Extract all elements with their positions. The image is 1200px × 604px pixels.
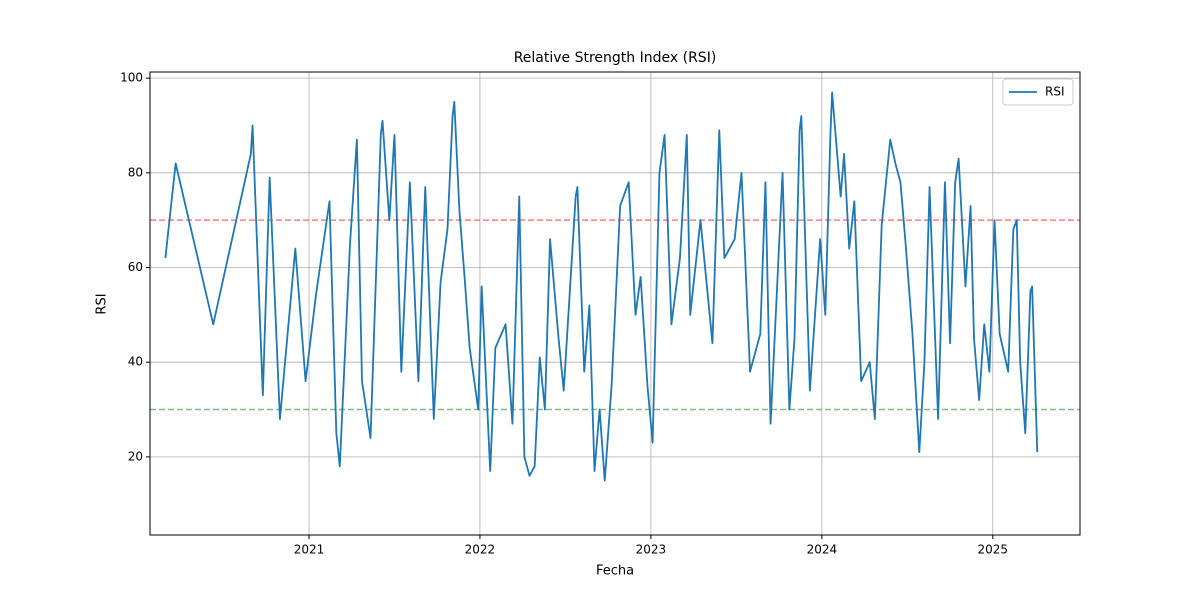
x-tick-label: 2024 <box>807 543 838 557</box>
y-tick-label: 20 <box>128 449 143 463</box>
plot-frame <box>149 71 1081 536</box>
x-tick-label: 2025 <box>978 543 1009 557</box>
x-tick-label: 2023 <box>636 543 667 557</box>
rsi-line <box>164 91 1039 482</box>
y-tick-label: 100 <box>120 71 143 85</box>
y-axis-label: RSI <box>95 293 110 314</box>
y-tick-label: 60 <box>128 260 143 274</box>
chart-title: Relative Strength Index (RSI) <box>514 50 717 66</box>
legend-label: RSI <box>1045 85 1065 99</box>
x-tick-label: 2021 <box>294 543 325 557</box>
y-tick-label: 80 <box>128 165 143 179</box>
legend-box <box>1002 78 1074 106</box>
y-tick-label: 40 <box>128 355 143 369</box>
x-axis-label: Fecha <box>596 564 634 579</box>
x-tick-label: 2022 <box>465 543 496 557</box>
